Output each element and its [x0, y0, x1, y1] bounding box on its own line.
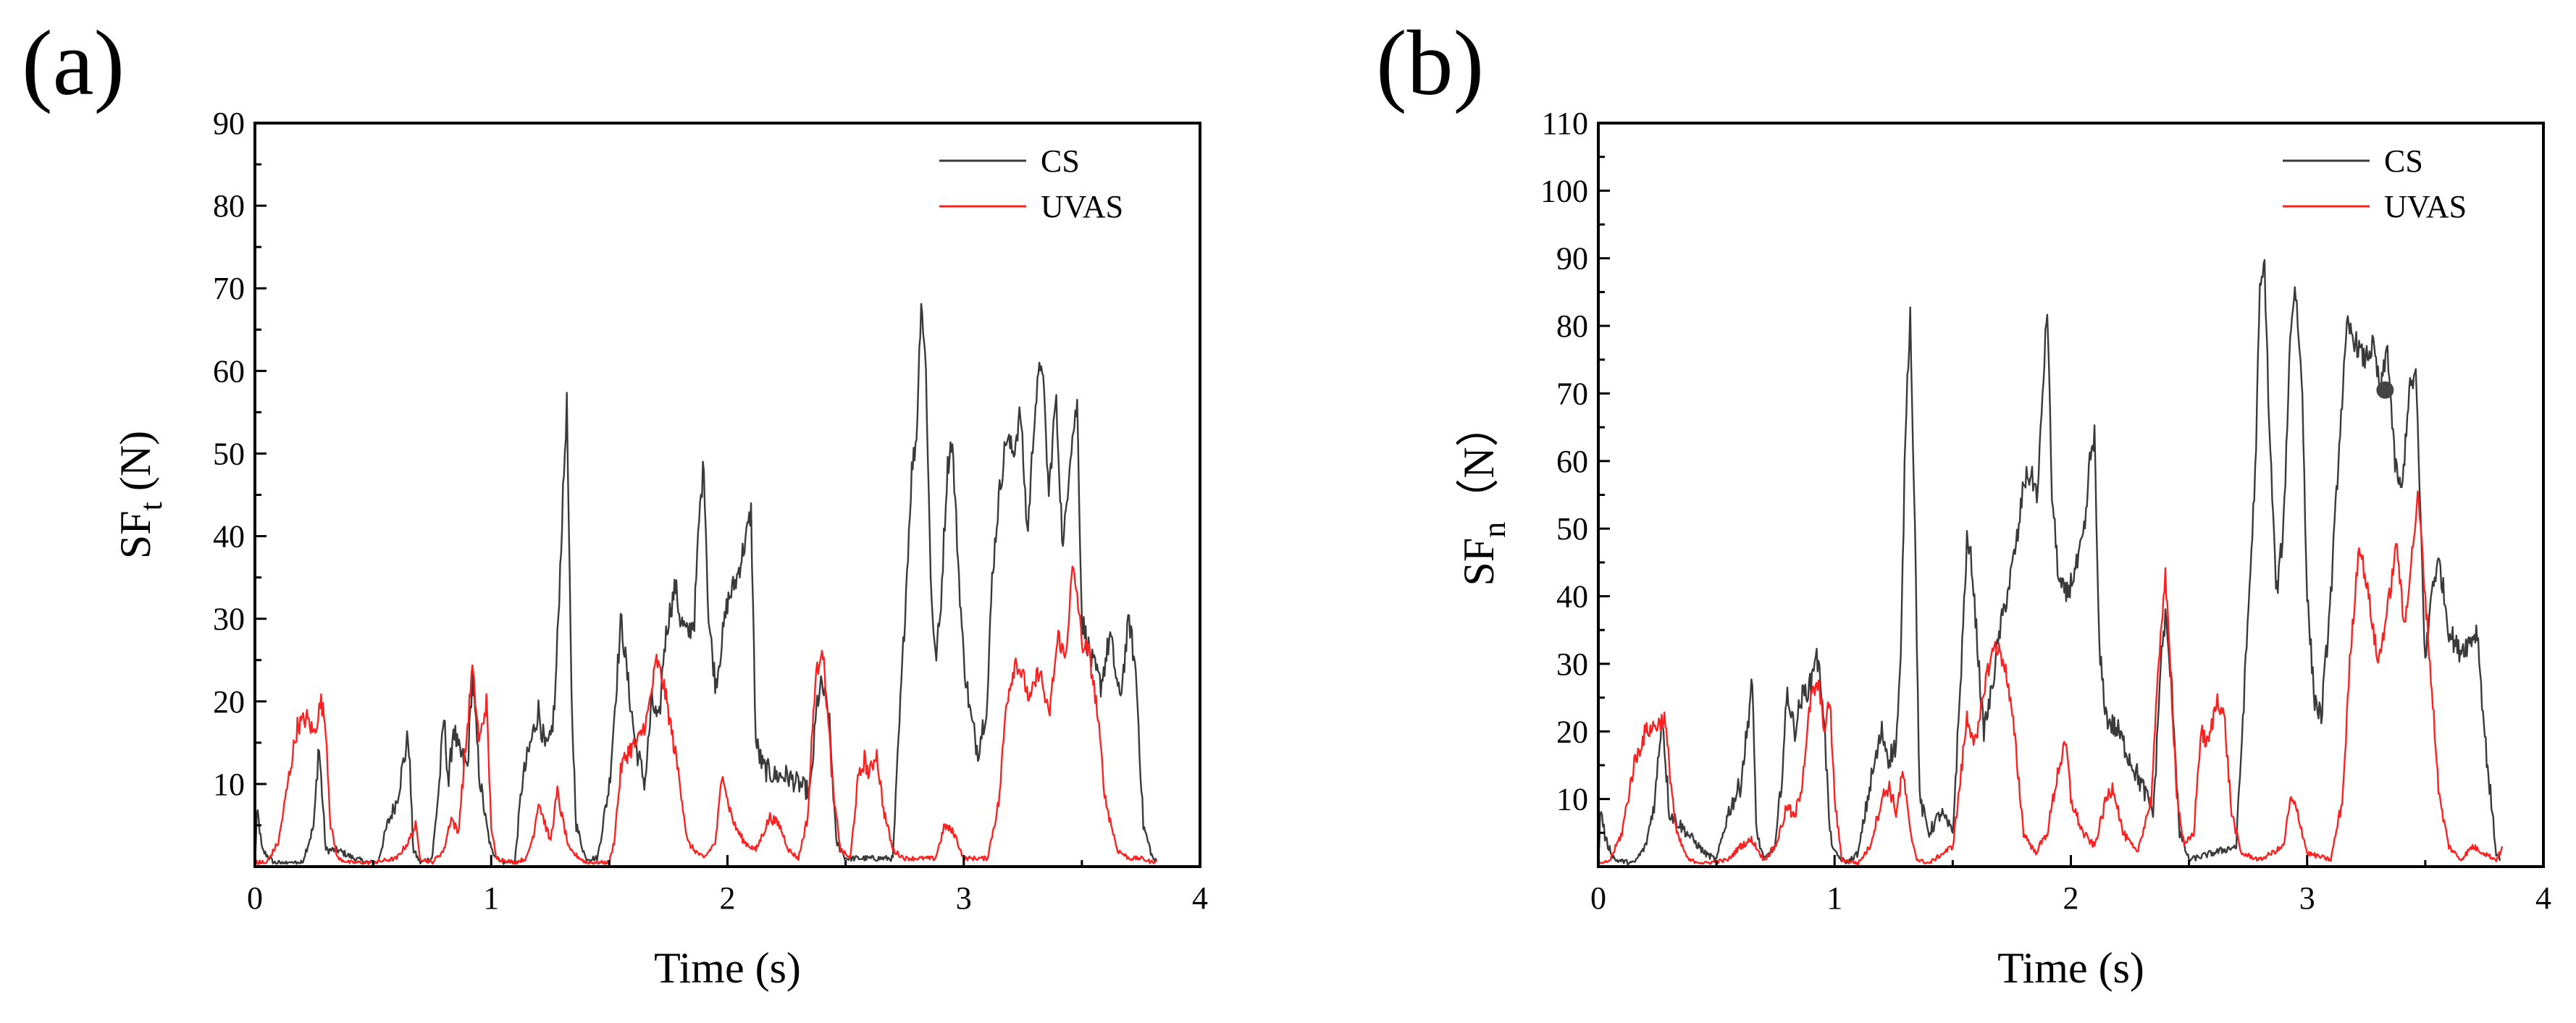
panel-a-y-tick-label: 70: [213, 271, 245, 306]
panel-a-y-axis-label-subscript: t: [133, 502, 169, 510]
panel-b-label: (b): [1376, 12, 1484, 114]
panel-b-y-tick-label: 80: [1556, 308, 1588, 344]
panel-b-ticks: 0 1 2 3 4 10 20 30 40 50 60 70 80 90 100 110: [1540, 106, 2551, 916]
panel-b-y-axis-label-main: SF: [1455, 538, 1503, 586]
panel-a-legend-cs-label: CS: [1041, 143, 1080, 179]
panel-a-ticks: 0 1 2 3 4 10 20 30 40 50 60 70 80 90: [213, 106, 1208, 916]
panel-a-legend-uvas-label: UVAS: [1041, 189, 1123, 224]
panel-a-series-uvas-line: [253, 565, 1158, 865]
panel-b-y-tick-label: 20: [1556, 714, 1588, 749]
panel-a-y-tick-label: 80: [213, 188, 245, 224]
panel-a-y-axis-label-unit: (N): [112, 431, 159, 502]
panel-b-y-axis-label-subscript: n: [1477, 522, 1512, 538]
panel-a-series-cs-line: [253, 303, 1158, 865]
panel-b-data-marker: [2376, 381, 2394, 399]
panel-a-y-tick-label: 90: [213, 106, 245, 141]
panel-a-x-tick-label: 2: [720, 880, 736, 916]
panel-a-plot-layer: [253, 303, 1158, 865]
panel-b-y-tick-label: 30: [1556, 647, 1588, 682]
panel-a-y-tick-label: 50: [213, 436, 245, 471]
panel-b-y-axis-label-unit: （N）: [1455, 403, 1503, 521]
panel-b-series-uvas-line: [1598, 490, 2504, 866]
panel-a-y-tick-label: 10: [213, 767, 245, 802]
panel-b-y-tick-label: 90: [1556, 241, 1588, 277]
panel-b-legend-cs-label: CS: [2384, 143, 2423, 179]
panel-a-x-tick-label: 0: [247, 880, 263, 916]
panel-a-x-tick-label: 4: [1192, 880, 1208, 916]
panel-a-plot-frame: [253, 122, 1201, 868]
panel-b-y-tick-label: 10: [1556, 782, 1588, 817]
panel-a-x-tick-label: 3: [956, 880, 972, 916]
panel-a-y-axis-label-main: SF: [112, 510, 159, 559]
panel-b: (b) 0 1 2 3 4 10 20 30 40 50 60 70 80 90 100 110 Time (…: [1376, 12, 2551, 992]
panel-a-label: (a): [22, 12, 125, 114]
panel-b-y-axis-label: SFn（N）: [1455, 403, 1512, 586]
panel-b-plot-frame: [1597, 122, 2545, 868]
panel-b-x-axis-label: Time (s): [1997, 944, 2144, 992]
panel-b-legend: CS UVAS: [2283, 143, 2467, 224]
panel-b-y-tick-label: 40: [1556, 579, 1588, 615]
panel-b-y-tick-label: 60: [1556, 444, 1588, 479]
panel-b-y-tick-label: 100: [1540, 173, 1588, 209]
panel-b-legend-uvas-label: UVAS: [2384, 189, 2467, 224]
panel-a-legend: CS UVAS: [939, 143, 1123, 224]
panel-a-y-axis-label: SFt (N): [112, 431, 169, 559]
panel-b-plot-layer: [1597, 258, 2504, 866]
panel-a-y-tick-label: 40: [213, 519, 245, 555]
panel-b-y-tick-label: 70: [1556, 376, 1588, 411]
panel-b-x-tick-label: 3: [2299, 880, 2315, 916]
panel-b-series-cs-line: [1597, 258, 2501, 866]
panel-a-y-tick-label: 20: [213, 684, 245, 720]
panel-b-y-tick-label: 50: [1556, 511, 1588, 547]
panel-a-x-tick-label: 1: [483, 880, 499, 916]
panel-b-x-tick-label: 2: [2063, 880, 2079, 916]
panel-b-x-tick-label: 0: [1590, 880, 1606, 916]
panel-b-y-tick-label: 110: [1542, 106, 1588, 141]
panel-a-y-tick-label: 60: [213, 353, 245, 389]
panel-a-x-axis-label: Time (s): [654, 944, 801, 992]
panel-a: (a) 0 1 2 3 4 10 20 30 40 50 60 70 80 90 Time (s) SFt…: [22, 12, 1208, 992]
panel-b-x-tick-label: 1: [1826, 880, 1842, 916]
panel-b-x-tick-label: 4: [2535, 880, 2551, 916]
panel-a-y-tick-label: 30: [213, 602, 245, 637]
